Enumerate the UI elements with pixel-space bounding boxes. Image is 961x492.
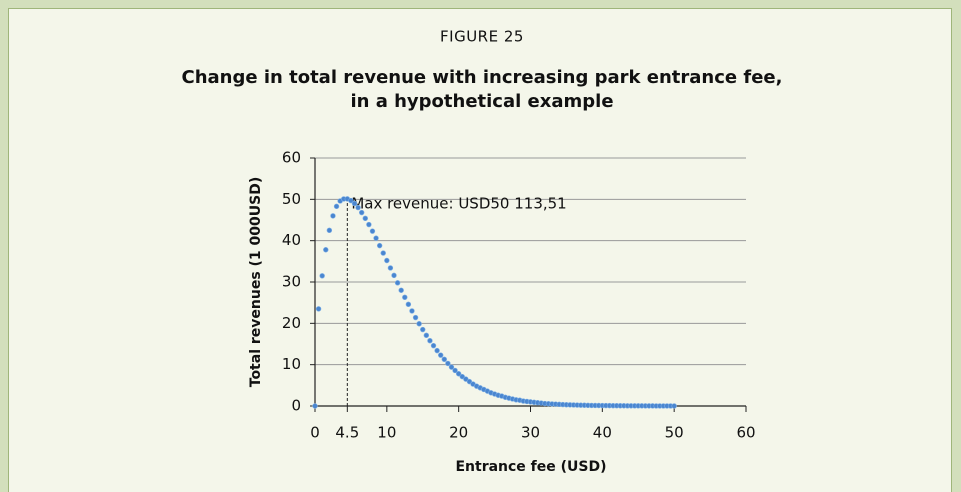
- y-tick-label: 60: [282, 149, 301, 167]
- chart-title: Change in total revenue with increasing …: [182, 67, 783, 88]
- x-tick-label: 50: [665, 424, 684, 442]
- data-point: [671, 403, 677, 409]
- data-point: [380, 250, 386, 256]
- data-point: [384, 257, 390, 264]
- data-point: [452, 367, 458, 374]
- data-point: [463, 376, 469, 382]
- x-axis-label: Entrance fee (USD): [455, 459, 606, 475]
- data-point: [362, 215, 368, 222]
- data-point: [441, 356, 447, 362]
- x-tick-label: 10: [377, 424, 396, 442]
- x-tick-label: 0: [310, 424, 320, 442]
- data-point: [448, 364, 455, 370]
- data-point: [376, 242, 383, 249]
- data-point: [326, 227, 333, 234]
- annotation: Max revenue: USD50 113,51: [351, 194, 566, 212]
- data-point: [366, 221, 372, 228]
- chart-title: in a hypothetical example: [350, 91, 613, 112]
- data-point: [358, 209, 365, 216]
- data-point: [387, 265, 394, 271]
- data-point: [459, 373, 465, 380]
- data-point: [420, 326, 426, 333]
- data-point: [412, 314, 419, 321]
- x-tick-label: 40: [593, 424, 612, 442]
- data-point: [333, 203, 340, 210]
- data-point: [427, 337, 433, 344]
- y-tick-label: 40: [282, 231, 301, 249]
- y-tick-label: 30: [282, 273, 301, 291]
- x-tick-label: 20: [449, 424, 468, 442]
- data-point: [348, 197, 354, 204]
- y-tick-label: 0: [291, 397, 301, 415]
- data-point: [405, 301, 412, 308]
- data-point: [430, 342, 437, 349]
- data-point: [391, 272, 397, 279]
- data-point: [323, 247, 329, 253]
- y-tick-label: 50: [282, 190, 301, 208]
- data-point: [423, 332, 430, 339]
- data-point: [315, 306, 322, 312]
- data-point: [466, 378, 473, 385]
- figure-label: FIGURE 25: [440, 28, 524, 46]
- x-tick-label: 4.5: [335, 424, 359, 442]
- data-point: [409, 308, 415, 314]
- data-point: [445, 360, 451, 367]
- data-point: [312, 403, 318, 409]
- data-point: [416, 321, 422, 327]
- data-point: [355, 204, 361, 211]
- data-point: [455, 371, 462, 377]
- data-point: [438, 352, 444, 358]
- data-point: [369, 228, 376, 234]
- data-point: [402, 294, 408, 300]
- data-point: [330, 213, 336, 219]
- data-point: [373, 235, 379, 241]
- data-point: [394, 280, 401, 286]
- x-tick-label: 30: [521, 424, 540, 442]
- data-point: [398, 287, 404, 293]
- figure-panel: [8, 8, 952, 492]
- data-point: [319, 273, 325, 279]
- data-point: [434, 347, 440, 354]
- data-point: [351, 200, 358, 207]
- y-tick-label: 20: [282, 314, 301, 332]
- y-tick-label: 10: [282, 355, 301, 373]
- x-tick-label: 60: [736, 424, 755, 442]
- y-axis-label: Total revenues (1 000USD): [248, 177, 264, 388]
